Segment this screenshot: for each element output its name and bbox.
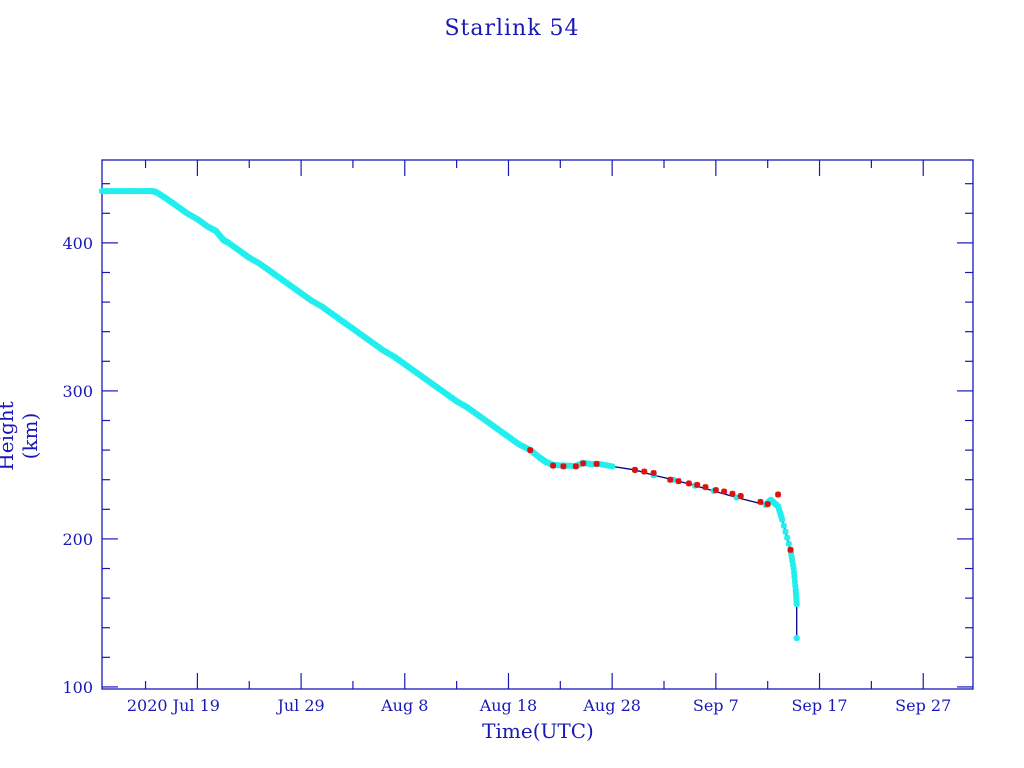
red-data-point <box>641 468 648 475</box>
cyan-data-point <box>780 522 787 529</box>
red-data-point <box>560 463 567 470</box>
chart-title: Starlink 54 <box>444 16 580 41</box>
red-data-point <box>527 447 534 454</box>
x-tick-label: Aug 18 <box>479 696 538 715</box>
x-tick-label: 2020 Jul 19 <box>127 696 220 715</box>
x-tick-label: Sep 27 <box>895 696 951 715</box>
red-data-point <box>694 481 701 488</box>
y-tick-label: 100 <box>62 678 93 697</box>
height-line <box>102 190 798 639</box>
cyan-data-point <box>779 516 786 523</box>
red-data-point <box>757 498 764 505</box>
cyan-data-point <box>793 601 800 608</box>
red-data-point <box>721 488 728 495</box>
x-tick-label: Sep 7 <box>693 696 739 715</box>
cyan-data-point <box>793 635 800 642</box>
cyan-data-point <box>782 528 789 535</box>
red-data-point <box>580 460 587 467</box>
red-data-point <box>631 466 638 473</box>
red-data-point <box>729 490 736 497</box>
x-tick-label: Jul 29 <box>275 696 324 715</box>
x-axis-label: Time(UTC) <box>482 719 594 743</box>
cyan-data-point <box>609 463 616 470</box>
y-tick-label: 400 <box>62 234 93 253</box>
red-data-point <box>775 491 782 498</box>
y-tick-label: 200 <box>62 530 93 549</box>
cyan-data-point <box>791 578 798 585</box>
red-data-point <box>764 501 771 508</box>
y-tick-label: 300 <box>62 382 93 401</box>
plot-frame <box>101 159 974 690</box>
red-data-point <box>550 462 557 469</box>
x-tick-label: Aug 8 <box>380 696 428 715</box>
x-tick-label: Aug 28 <box>582 696 641 715</box>
red-data-point <box>685 480 692 487</box>
x-tick-label: Sep 17 <box>791 696 847 715</box>
red-data-point <box>667 476 674 483</box>
red-data-point <box>787 546 794 553</box>
red-data-point <box>675 478 682 485</box>
cyan-data-point <box>784 534 791 541</box>
red-data-point <box>572 463 579 470</box>
cyan-data-point <box>785 540 792 547</box>
red-data-point <box>593 460 600 467</box>
red-data-point <box>702 484 709 491</box>
red-data-point <box>712 487 719 494</box>
cyan-data-point <box>791 569 798 576</box>
red-data-point <box>650 470 657 477</box>
red-data-point <box>737 492 744 499</box>
